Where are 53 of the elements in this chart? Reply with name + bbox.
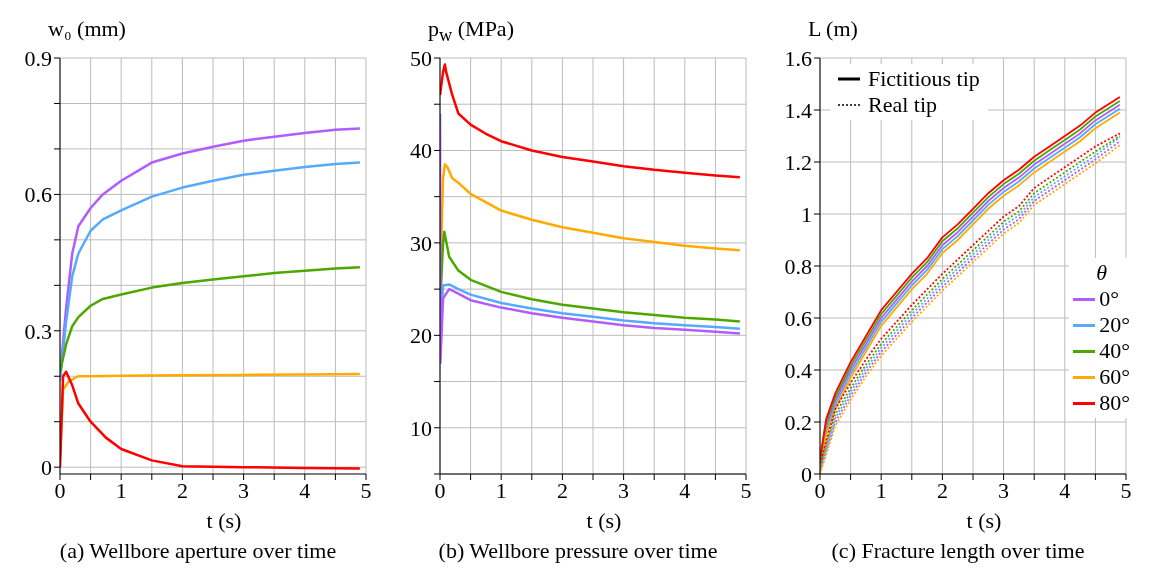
y-tick-label: 1.2 [784, 149, 812, 175]
y-tick-label: 0.4 [784, 357, 812, 383]
x-tick-label: 3 [998, 477, 1010, 503]
y-axis-title: L (m) [808, 16, 858, 41]
x-tick-label: 1 [495, 477, 507, 503]
text: (c) Fracture length over time [831, 538, 1085, 563]
x-axis-title: t (s) [586, 508, 622, 533]
line-series [440, 230, 742, 323]
legend-label: 20° [1099, 312, 1130, 338]
legend-label: 40° [1099, 338, 1130, 364]
annotation: Real tip [868, 92, 938, 118]
y-tick-label: 20 [410, 323, 432, 349]
x-tick-label: 5 [740, 477, 752, 503]
x-tick-label: 3 [238, 477, 250, 503]
y-tick-label: 0.6 [24, 182, 52, 208]
y-tick-label: 1.4 [784, 97, 812, 123]
x-tick-label: 5 [360, 477, 372, 503]
y-axis-title: w₀ (mm) [48, 16, 126, 41]
legend-title: θ [1096, 260, 1107, 285]
legend-label: 60° [1099, 364, 1130, 390]
text: (b) Wellbore pressure over time [438, 538, 718, 563]
annotation: Fictitious tip [868, 66, 980, 92]
y-tick-label: 0.3 [24, 318, 52, 344]
line-series [440, 63, 742, 179]
x-tick-label: 3 [618, 477, 630, 503]
line-series [60, 265, 362, 373]
x-tick-label: 2 [176, 477, 188, 503]
y-tick-label: 50 [410, 45, 432, 71]
y-tick-label: 0.9 [24, 45, 52, 71]
x-axis-title: t (s) [206, 508, 242, 533]
y-tick-label: 0.6 [784, 305, 812, 331]
y-tick-label: 0 [41, 454, 52, 480]
y-tick-label: 1 [801, 201, 812, 227]
x-tick-label: 5 [1120, 477, 1132, 503]
legend-label: 80° [1099, 390, 1130, 416]
x-tick-label: 4 [1059, 477, 1071, 503]
y-tick-label: 0.8 [784, 253, 812, 279]
x-tick-label: 2 [936, 477, 948, 503]
legend-label: 0° [1099, 286, 1119, 312]
y-tick-label: 1.6 [784, 45, 812, 71]
x-tick-label: 2 [556, 477, 568, 503]
y-axis-title: p$_{w}$ (MPa) [428, 16, 514, 46]
x-tick-label: 1 [115, 477, 127, 503]
y-tick-label: 0 [801, 461, 812, 487]
y-tick-label: 0.2 [784, 409, 812, 435]
x-tick-label: 4 [679, 477, 691, 503]
y-tick-label: 10 [410, 415, 432, 441]
y-tick-label: 30 [410, 230, 432, 256]
x-axis-title: t (s) [966, 508, 1002, 533]
x-tick-label: 1 [875, 477, 887, 503]
x-tick-label: 4 [299, 477, 311, 503]
text: (a) Wellbore aperture over time [59, 538, 337, 563]
y-tick-label: 40 [410, 138, 432, 164]
